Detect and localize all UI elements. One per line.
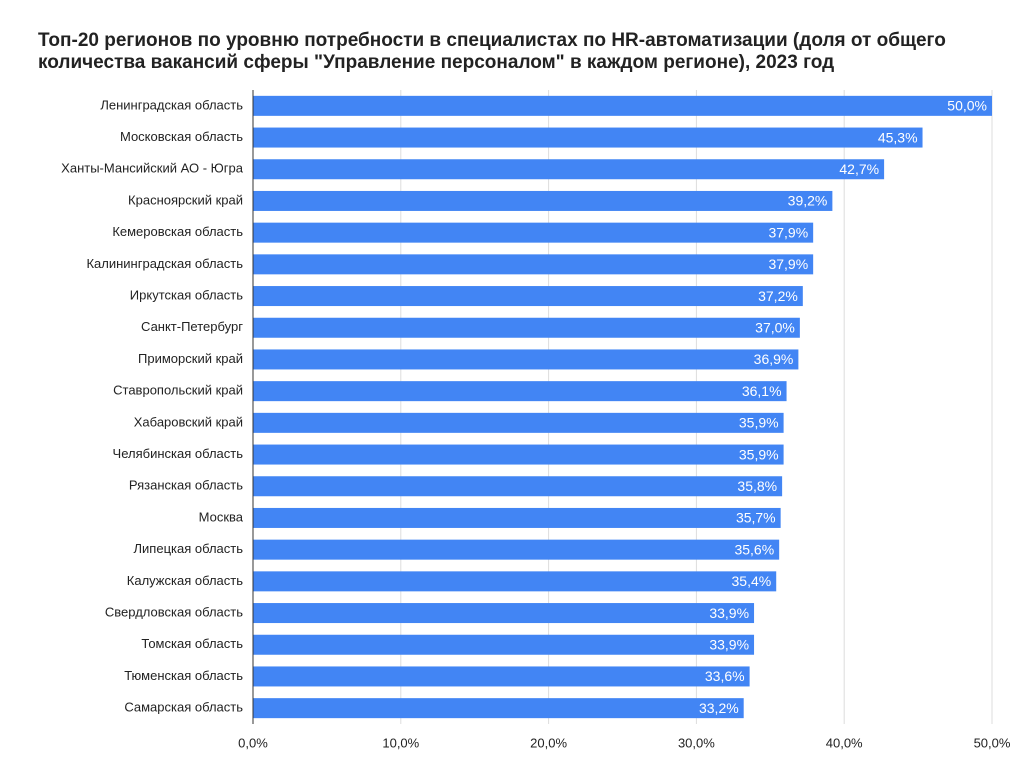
value-label: 35,7% [736, 510, 776, 526]
y-tick-label: Калининградская область [86, 256, 243, 271]
bar [253, 190, 833, 211]
value-label: 35,9% [739, 415, 779, 431]
x-tick-label: 10,0% [382, 735, 419, 750]
y-tick-label: Свердловская область [105, 604, 243, 619]
value-label: 42,7% [839, 161, 879, 177]
y-tick-label: Томская область [141, 636, 243, 651]
bar [253, 666, 750, 687]
bar [253, 476, 783, 497]
y-tick-label: Хабаровский край [134, 414, 243, 429]
value-label: 39,2% [788, 193, 828, 209]
bar [253, 127, 923, 148]
y-tick-label: Приморский край [138, 351, 243, 366]
value-label: 33,9% [709, 605, 749, 621]
bar [253, 95, 992, 116]
value-label: 37,2% [758, 288, 798, 304]
bar [253, 159, 885, 180]
bar [253, 349, 799, 370]
y-tick-label: Ленинградская область [100, 97, 243, 112]
bar [253, 507, 781, 528]
bar [253, 412, 784, 433]
bar [253, 539, 780, 560]
y-tick-label: Рязанская область [129, 478, 243, 493]
value-label: 37,9% [768, 224, 808, 240]
y-tick-label: Московская область [120, 129, 243, 144]
bar [253, 603, 755, 624]
y-tick-label: Санкт-Петербург [141, 319, 243, 334]
value-label: 35,6% [734, 541, 774, 557]
y-tick-label: Красноярский край [128, 192, 243, 207]
y-tick-label: Самарская область [124, 700, 243, 715]
bar [253, 444, 784, 465]
bar [253, 222, 814, 243]
value-label: 33,9% [709, 636, 749, 652]
value-label: 33,6% [705, 668, 745, 684]
bar [253, 254, 814, 275]
value-label: 37,9% [768, 256, 808, 272]
y-tick-label: Тюменская область [124, 668, 243, 683]
bar [253, 698, 744, 719]
y-tick-label: Липецкая область [134, 541, 244, 556]
x-tick-label: 50,0% [974, 735, 1011, 750]
bar [253, 634, 755, 655]
value-label: 36,9% [754, 351, 794, 367]
value-label: 45,3% [878, 129, 918, 145]
value-label: 37,0% [755, 319, 795, 335]
bar [253, 317, 800, 338]
bar [253, 286, 803, 307]
y-tick-label: Ханты-Мансийский АО - Югра [61, 161, 244, 176]
bar [253, 381, 787, 402]
value-label: 33,2% [699, 700, 739, 716]
value-label: 36,1% [742, 383, 782, 399]
x-tick-label: 20,0% [530, 735, 567, 750]
x-tick-label: 40,0% [826, 735, 863, 750]
chart-title: Топ-20 регионов по уровню потребности в … [38, 30, 946, 73]
y-tick-label: Челябинская область [113, 446, 244, 461]
y-tick-label: Иркутская область [130, 287, 243, 302]
y-tick-label: Ставропольский край [113, 383, 243, 398]
x-tick-label: 30,0% [678, 735, 715, 750]
value-label: 50,0% [947, 98, 987, 114]
value-label: 35,4% [732, 573, 772, 589]
y-tick-label: Кемеровская область [112, 224, 243, 239]
bar [253, 571, 777, 592]
value-label: 35,9% [739, 446, 779, 462]
value-label: 35,8% [737, 478, 777, 494]
y-tick-label: Калужская область [127, 573, 243, 588]
x-tick-label: 0,0% [238, 735, 268, 750]
y-tick-label: Москва [199, 509, 244, 524]
